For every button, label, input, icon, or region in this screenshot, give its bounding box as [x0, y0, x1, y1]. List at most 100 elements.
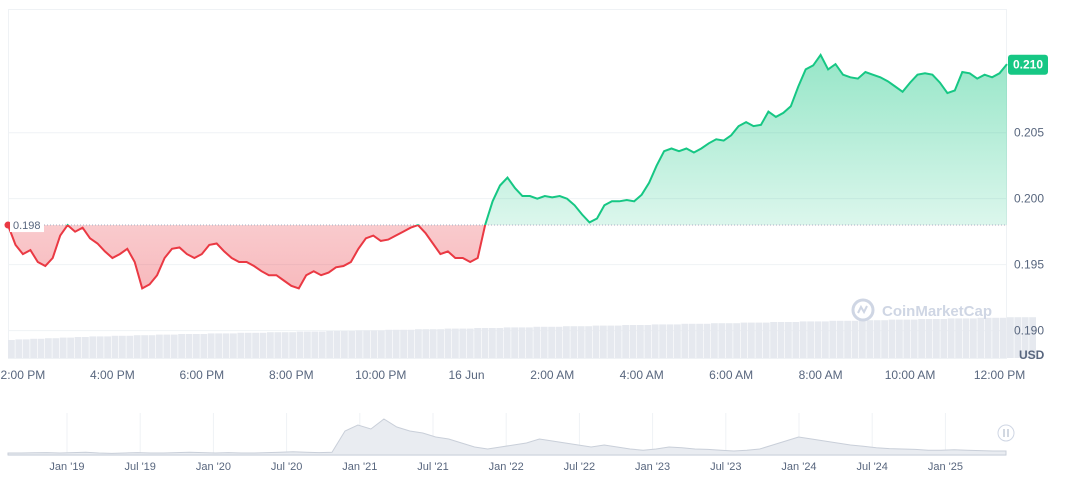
- volume-bar: [659, 324, 666, 358]
- volume-bar: [555, 326, 563, 358]
- navigator-label: Jul '24: [856, 461, 887, 473]
- volume-bar: [348, 331, 356, 358]
- volume-bar: [859, 320, 866, 358]
- volume-bar: [962, 318, 970, 358]
- y-tick-label: 0.190: [1014, 324, 1044, 338]
- volume-bar: [318, 331, 326, 358]
- volume-bar: [385, 329, 393, 358]
- volume-bar: [622, 325, 629, 358]
- volume-bar: [15, 339, 23, 358]
- volume-bar: [119, 335, 126, 358]
- volume-bar: [466, 328, 474, 358]
- volume-bar: [526, 327, 533, 358]
- volume-bar: [82, 337, 89, 358]
- volume-bar: [799, 321, 807, 358]
- volume-bar: [637, 325, 644, 358]
- volume-bar: [999, 317, 1007, 358]
- current-price-badge: [1008, 54, 1048, 75]
- volume-bar: [762, 322, 770, 358]
- navigator-label: Jul '21: [417, 461, 448, 473]
- current-price-label: 0.210: [1013, 58, 1043, 72]
- volume-bar: [59, 337, 67, 358]
- volume-bar: [696, 323, 703, 358]
- volume-bar: [1029, 317, 1036, 358]
- volume-bar: [281, 332, 289, 358]
- volume-bar: [629, 325, 637, 358]
- volume-bar: [267, 332, 274, 358]
- volume-bar: [725, 323, 733, 358]
- volume-bar: [96, 336, 104, 358]
- price-areas: [8, 54, 1007, 289]
- navigator-handle-circle[interactable]: [997, 424, 1015, 442]
- volume-bar: [511, 327, 518, 358]
- volume-bar: [933, 319, 940, 358]
- volume-bar: [355, 330, 363, 358]
- price-lines: [7, 52, 1008, 290]
- volume-bar: [45, 338, 52, 358]
- volume-bar: [215, 333, 222, 358]
- price-line-up: [8, 52, 1008, 226]
- volume-bar: [89, 336, 97, 358]
- volume-bar: [296, 331, 304, 358]
- y-tick-label: 0.200: [1014, 192, 1044, 206]
- volume-bar: [437, 329, 444, 358]
- volume-bar: [910, 319, 918, 358]
- volume-bar: [170, 334, 178, 358]
- volume-bar: [259, 332, 267, 358]
- navigator-label: Jan '20: [196, 461, 231, 473]
- volume-bar: [644, 325, 652, 358]
- volume-bar: [888, 319, 896, 358]
- volume-bar: [474, 328, 481, 358]
- volume-bar: [148, 335, 156, 358]
- volume-bar: [237, 332, 245, 358]
- volume-bar: [30, 338, 37, 358]
- volume-bar: [185, 334, 193, 358]
- volume-bar: [392, 329, 400, 358]
- volume-bar: [444, 328, 452, 358]
- volume-bar: [881, 320, 888, 358]
- volume-bar: [540, 326, 548, 358]
- volume-bar: [651, 324, 659, 358]
- volume-bar: [8, 340, 15, 358]
- volume-bar: [230, 333, 237, 358]
- y-tick-label: 0.195: [1014, 258, 1044, 272]
- navigator-handle[interactable]: [997, 424, 1015, 442]
- x-tick-label: 6:00 AM: [709, 368, 753, 382]
- volume-bar: [341, 331, 348, 358]
- range-navigator[interactable]: Jan '19 Jul '19 Jan '20 Jul '20 Jan '21 Jul '…: [7, 413, 1015, 473]
- volume-bar: [851, 320, 859, 358]
- volume-bar: [452, 328, 459, 358]
- x-tick-label: 10:00 PM: [355, 368, 406, 382]
- volume-bar: [1007, 317, 1014, 358]
- volume-bar: [496, 328, 504, 358]
- volume-bar: [163, 334, 171, 358]
- coinmarketcap-logo-icon: [851, 298, 875, 322]
- volume-bar: [222, 333, 230, 358]
- volume-bar: [896, 319, 903, 358]
- volume-bar: [836, 320, 844, 358]
- watermark-text: CoinMarketCap: [882, 303, 992, 320]
- volume-bar: [193, 334, 200, 358]
- coinmarketcap-watermark: CoinMarketCap: [851, 298, 992, 322]
- volume-bar: [666, 324, 674, 358]
- price-line-down: [7, 225, 487, 290]
- volume-bar: [814, 321, 822, 358]
- navigator-label: Jan '23: [635, 461, 670, 473]
- volume-bar: [822, 321, 829, 358]
- currency-label: USD: [1019, 348, 1045, 362]
- volume-bar: [955, 318, 962, 358]
- volume-bar: [984, 317, 992, 358]
- volume-bars: [8, 317, 1036, 358]
- x-tick-label: 8:00 PM: [269, 368, 314, 382]
- volume-bar: [333, 331, 341, 358]
- x-tick-label: 2:00 PM: [1, 368, 46, 382]
- volume-bar: [733, 323, 740, 358]
- volume-bar: [52, 338, 60, 358]
- volume-bar: [548, 326, 555, 358]
- volume-bar: [370, 330, 378, 358]
- volume-bar: [104, 336, 111, 358]
- volume-bar: [903, 319, 911, 358]
- volume-bar: [592, 325, 600, 358]
- volume-bar: [918, 319, 925, 358]
